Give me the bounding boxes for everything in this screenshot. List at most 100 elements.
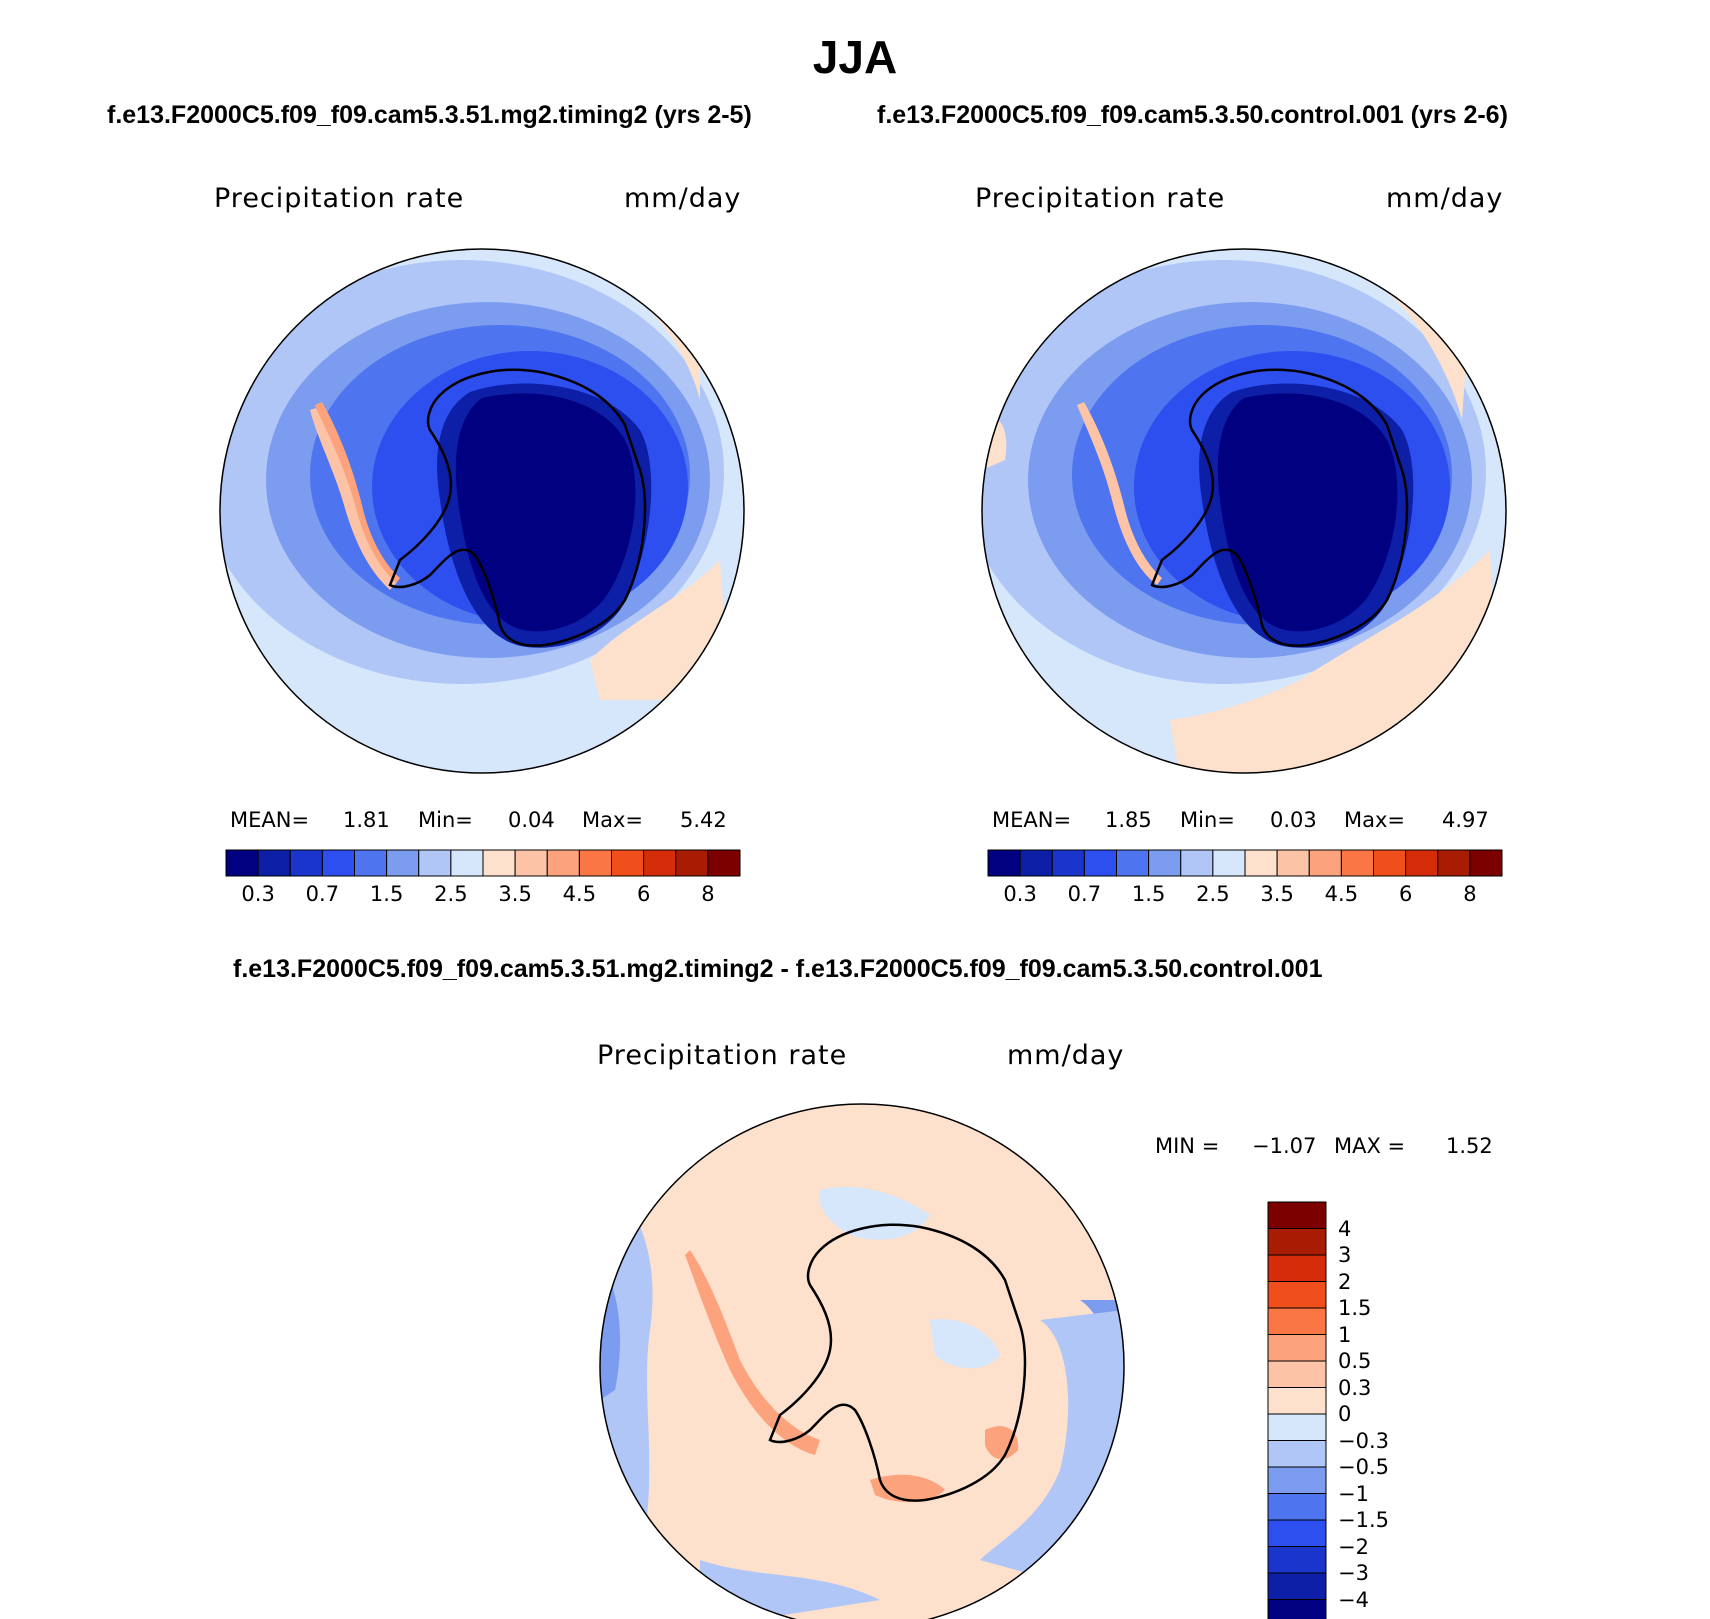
panel1-min-label: Min=	[418, 808, 473, 832]
panel2-colorbar-swatch	[1180, 849, 1214, 877]
panel2-mean-label: MEAN=	[992, 808, 1072, 832]
panel1-colorbar-swatch	[386, 849, 420, 877]
panel2-units-label: mm/day	[1386, 183, 1504, 214]
panel2-colorbar-swatch	[1373, 849, 1407, 877]
figure-title: JJA	[812, 31, 898, 83]
panel3-colorbar-swatch	[1267, 1440, 1327, 1468]
panel1-colorbar-swatch	[578, 849, 612, 877]
panel3-colorbar-swatch	[1267, 1546, 1327, 1574]
panel1-colorbar-swatch	[546, 849, 580, 877]
panel1-colorbar-tick-label: 1.5	[369, 882, 404, 906]
panel1-contour-band	[455, 393, 636, 632]
panel3-contour-band	[985, 1426, 1019, 1460]
panel2-contour-band	[1077, 402, 1162, 585]
panel2-colorbar-tick-label: 3.5	[1260, 882, 1294, 906]
panel3-colorbar-swatch	[1267, 1493, 1327, 1521]
panel2-antarctica-coastline	[1150, 368, 1409, 647]
panel1-mean-label: MEAN=	[230, 808, 310, 832]
panel1-colorbar-tick-label: 4.5	[562, 882, 597, 906]
panel2-colorbar-swatch	[1083, 849, 1117, 877]
panel1-colorbar-swatch	[514, 849, 548, 877]
panel2-colorbar-tick-label: 4.5	[1324, 882, 1359, 906]
panel3-colorbar-tick-label: −1.5	[1338, 1508, 1389, 1532]
panel3-map-boundary	[599, 1103, 1125, 1619]
panel3-colorbar-tick-label: 4	[1338, 1216, 1352, 1241]
panel1-colorbar-tick-label: 2.5	[434, 882, 468, 906]
panel2-colorbar-swatch	[1308, 849, 1342, 877]
panel3-units-label: mm/day	[1007, 1040, 1125, 1071]
panel1-colorbar-swatch	[289, 849, 323, 877]
panel3-colorbar-swatch	[1267, 1307, 1327, 1335]
panel3-colorbar-swatch	[1267, 1201, 1327, 1229]
panel2-colorbar-swatch	[1437, 849, 1471, 877]
panel1-colorbar-swatch	[611, 849, 645, 877]
panel3-colorbar-swatch	[1267, 1360, 1327, 1388]
panel3-contour-band	[930, 1319, 1000, 1369]
panel1-polar-map	[220, 249, 744, 773]
panel3-min-value: −1.07	[1252, 1134, 1317, 1158]
panel2-mean-value: 1.85	[1105, 808, 1152, 832]
panel1-colorbar-tick-label: 3.5	[498, 882, 532, 906]
panel2-horizontal-colorbar	[987, 849, 1503, 877]
panel1-contour-band	[315, 402, 400, 585]
panel3-vertical-colorbar	[1267, 1201, 1327, 1619]
panel3-colorbar-tick-label: 0.3	[1338, 1375, 1372, 1400]
panel2-variable-label: Precipitation rate	[975, 183, 1226, 214]
panel3-colorbar-swatch	[1267, 1228, 1327, 1256]
panel2-colorbar-swatch	[1019, 849, 1053, 877]
panel2-polar-map	[982, 249, 1506, 773]
panel1-colorbar-swatch	[321, 849, 355, 877]
panel2-colorbar-swatch	[1212, 849, 1246, 877]
panel1-max-label: Max=	[582, 808, 644, 832]
panel2-colorbar-tick-label: 0.3	[1003, 882, 1037, 906]
panel1-colorbar-swatch	[257, 849, 291, 877]
panel1-variable-label: Precipitation rate	[214, 183, 465, 214]
panel2-colorbar-swatch	[1340, 849, 1374, 877]
panel1-colorbar-swatch	[225, 849, 259, 877]
panel3-colorbar-tick-label: −0.3	[1338, 1428, 1389, 1453]
panel2-colorbar-swatch	[1469, 849, 1503, 877]
panel1-colorbar-swatch	[482, 849, 516, 877]
panel1-colorbar-swatch	[450, 849, 484, 877]
panel3-colorbar-swatch	[1267, 1334, 1327, 1362]
panel1-max-value: 5.42	[680, 808, 727, 832]
panel2-colorbar-swatch	[1244, 849, 1278, 877]
panel2-max-value: 4.97	[1442, 808, 1489, 832]
panel3-max-value: 1.52	[1446, 1134, 1493, 1158]
panel3-colorbar-tick-label: −2	[1338, 1534, 1369, 1559]
panel2-colorbar-tick-label: 2.5	[1196, 882, 1230, 906]
panel3-colorbar-swatch	[1267, 1281, 1327, 1309]
panel1-colorbar-tick-label: 0.3	[241, 882, 275, 906]
panel3-colorbar-swatch	[1267, 1519, 1327, 1547]
panel1-map-boundary	[219, 248, 745, 774]
panel3-colorbar-tick-label: 1.5	[1338, 1296, 1372, 1320]
panel2-colorbar-swatch	[987, 849, 1021, 877]
panel3-colorbar-tick-label: 1	[1338, 1322, 1352, 1347]
panel2-colorbar-tick-label: 8	[1463, 882, 1477, 906]
panel3-colorbar-swatch	[1267, 1413, 1327, 1441]
panel2-contour-band	[1217, 393, 1398, 632]
panel3-colorbar-tick-label: 3	[1338, 1243, 1352, 1267]
panel1-antarctica-coastline	[388, 368, 647, 647]
panel1-colorbar-tick-label: 6	[636, 882, 651, 906]
panel3-max-label: MAX =	[1334, 1134, 1406, 1158]
panel1-colorbar-tick-label: 8	[701, 882, 715, 906]
panel3-colorbar-tick-label: −0.5	[1338, 1455, 1389, 1479]
panel1-min-value: 0.04	[508, 808, 555, 832]
panel3-variable-label: Precipitation rate	[597, 1040, 848, 1071]
panel2-colorbar-swatch	[1148, 849, 1182, 877]
panel3-contour-band	[685, 1250, 820, 1455]
panel2-max-label: Max=	[1344, 808, 1406, 832]
panel1-horizontal-colorbar	[225, 849, 741, 877]
panel2-min-value: 0.03	[1270, 808, 1317, 832]
panel3-polar-map	[600, 1104, 1124, 1619]
panel3-colorbar-tick-label: −1	[1338, 1481, 1369, 1506]
panel3-contour-band	[870, 1474, 945, 1502]
panel1-mean-value: 1.81	[343, 808, 390, 832]
panel3-antarctica-coastline	[768, 1223, 1027, 1502]
panel3-colorbar-tick-label: −3	[1338, 1561, 1369, 1585]
panel3-min-label: MIN =	[1155, 1134, 1220, 1158]
panel2-colorbar-swatch	[1051, 849, 1085, 877]
case-a-title: f.e13.F2000C5.f09_f09.cam5.3.51.mg2.timi…	[107, 101, 752, 129]
